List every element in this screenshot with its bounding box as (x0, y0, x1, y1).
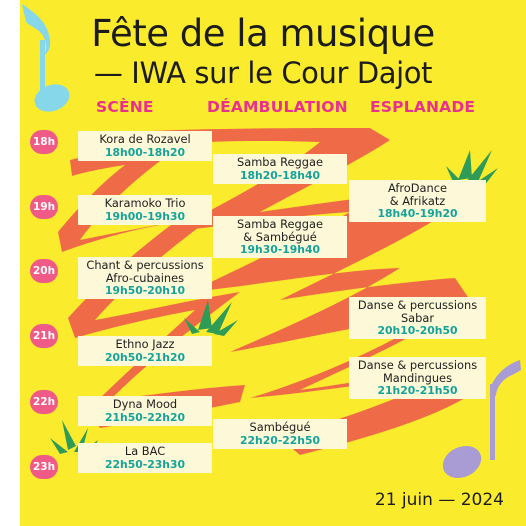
music-note-icon (22, 4, 70, 112)
hour-badge: 18h (30, 130, 58, 154)
page-subtitle: — IWA sur le Cour Dajot (93, 56, 433, 90)
act-time: 19h30-19h40 (240, 243, 320, 256)
scene-slot-card: Kora de Rozavel 18h00-18h20 (78, 131, 212, 161)
hour-badge: 21h (30, 324, 58, 348)
hour-badge: 23h (30, 455, 58, 479)
act-time: 21h20-21h50 (377, 384, 458, 397)
act-name: Samba Reggae (237, 155, 323, 170)
deambulation-slot-card: Samba Reggae 18h20-18h40 (213, 154, 347, 184)
esplanade-slot-card: Danse & percussions Sabar 20h10-20h50 (349, 297, 486, 339)
act-time: 22h50-23h30 (105, 457, 185, 471)
scene-slot-card: Dyna Mood 21h50-22h20 (78, 396, 212, 426)
act-name: Ethno Jazz (115, 337, 175, 352)
scene-slot-card: La BAC 22h50-23h30 (78, 443, 212, 473)
hour-badge: 20h (30, 259, 58, 283)
page-title: Fête de la musique (91, 12, 435, 55)
music-note-icon (442, 360, 521, 479)
hour-badge: 19h (30, 195, 58, 219)
scene-slot-card: Chant & percussions Afro-cubaines 19h50-… (78, 257, 212, 299)
act-time: 19h50-20h10 (105, 284, 185, 297)
act-name: Danse & percussions Mandingues (357, 358, 478, 385)
deambulation-slot-card: Sambégué 22h20-22h50 (213, 419, 347, 449)
scene-slot-card: Karamoko Trio 19h00-19h30 (78, 195, 212, 225)
act-name: Danse & percussions Sabar (357, 298, 478, 325)
deambulation-slot-card: Samba Reggae & Sambégué 19h30-19h40 (213, 216, 347, 258)
act-name: Karamoko Trio (104, 196, 186, 211)
act-time: 20h10-20h50 (377, 324, 458, 337)
act-time: 20h50-21h20 (105, 350, 185, 364)
column-header-esplanade: ESPLANADE (370, 98, 476, 116)
act-time: 19h00-19h30 (105, 209, 185, 223)
hour-badge: 22h (30, 390, 58, 414)
act-name: Dyna Mood (112, 397, 178, 412)
act-time: 18h00-18h20 (105, 145, 185, 159)
grass-tuft-icon (446, 150, 498, 186)
act-name: Sambégué (249, 420, 311, 435)
act-time: 22h20-22h50 (240, 433, 320, 447)
event-date: 21 juin — 2024 (374, 490, 504, 510)
act-name: AfroDance & Afrikatz (387, 181, 448, 208)
esplanade-slot-card: AfroDance & Afrikatz 18h40-19h20 (349, 180, 486, 222)
column-header-deambulation: DÉAMBULATION (207, 98, 348, 116)
act-name: La BAC (124, 444, 166, 459)
act-name: Chant & percussions Afro-cubaines (86, 258, 204, 285)
act-time: 21h50-22h20 (105, 410, 185, 424)
act-time: 18h20-18h40 (240, 168, 320, 182)
act-time: 18h40-19h20 (377, 207, 458, 220)
column-header-scene: SCÈNE (96, 98, 154, 116)
act-name: Kora de Rozavel (99, 132, 191, 147)
esplanade-slot-card: Danse & percussions Mandingues 21h20-21h… (349, 357, 486, 399)
scene-slot-card: Ethno Jazz 20h50-21h20 (78, 336, 212, 366)
act-name: Samba Reggae & Sambégué (237, 217, 323, 244)
grass-tuft-icon (184, 300, 238, 336)
page-margin (0, 0, 20, 526)
